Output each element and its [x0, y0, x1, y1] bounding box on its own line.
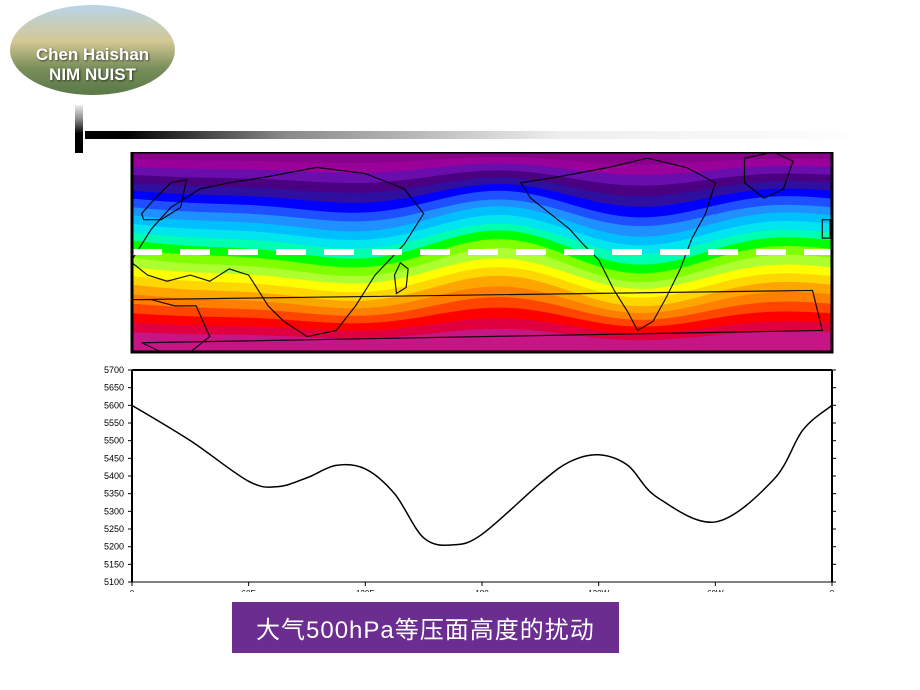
- svg-text:5300: 5300: [104, 506, 124, 516]
- svg-text:5500: 5500: [104, 436, 124, 446]
- chart-title: 大气500hPa等压面高度的扰动: [232, 602, 619, 653]
- chart-panel: 5100 5150 5200 5250 5300 5350 5400 5450 5500 5550…: [90, 152, 842, 592]
- author-logo: Chen Haishan NIM NUIST: [10, 5, 175, 95]
- logo-line1: Chen Haishan: [36, 45, 149, 65]
- svg-text:0: 0: [830, 589, 835, 592]
- svg-text:5350: 5350: [104, 489, 124, 499]
- svg-text:5700: 5700: [104, 365, 124, 375]
- svg-text:60E: 60E: [242, 589, 256, 592]
- decorative-divider: [55, 125, 875, 145]
- charts-svg: 5100 5150 5200 5250 5300 5350 5400 5450 5500 5550…: [90, 152, 842, 592]
- svg-text:60W: 60W: [707, 589, 724, 592]
- svg-text:120W: 120W: [588, 589, 609, 592]
- svg-text:5100: 5100: [104, 577, 124, 587]
- svg-text:5600: 5600: [104, 400, 124, 410]
- svg-text:0: 0: [130, 589, 135, 592]
- svg-text:120E: 120E: [356, 589, 375, 592]
- divider-vertical: [75, 105, 83, 153]
- svg-text:5150: 5150: [104, 559, 124, 569]
- title-text: 大气500hPa等压面高度的扰动: [256, 617, 595, 644]
- svg-text:5250: 5250: [104, 524, 124, 534]
- svg-text:5200: 5200: [104, 542, 124, 552]
- svg-text:5450: 5450: [104, 453, 124, 463]
- svg-text:5550: 5550: [104, 418, 124, 428]
- svg-text:5650: 5650: [104, 383, 124, 393]
- divider-horizontal: [85, 131, 875, 139]
- logo-line2: NIM NUIST: [36, 65, 149, 85]
- logo-text: Chen Haishan NIM NUIST: [36, 45, 149, 86]
- svg-text:180: 180: [475, 589, 489, 592]
- svg-text:5400: 5400: [104, 471, 124, 481]
